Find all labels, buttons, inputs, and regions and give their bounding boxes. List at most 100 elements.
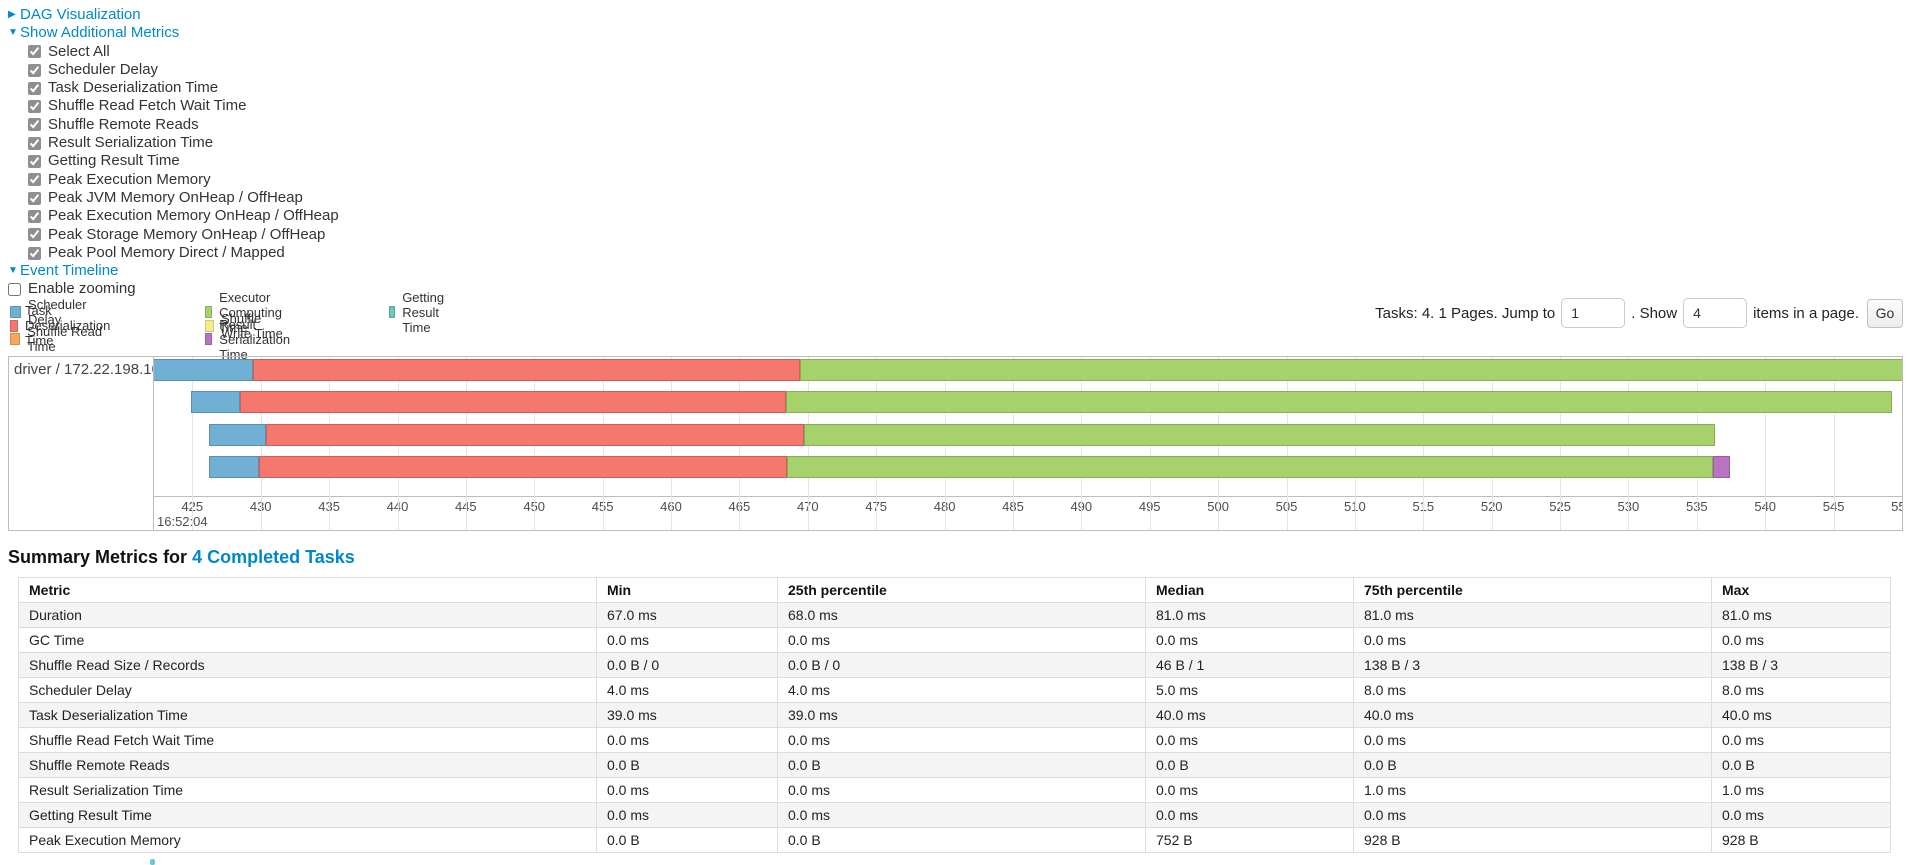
metric-name-cell: Result Serialization Time	[18, 777, 597, 803]
legend-item: Getting Result Time	[389, 290, 450, 335]
legend-label: Task Deserialization Time	[25, 303, 111, 349]
table-row: Result Serialization Time 0.0 ms 0.0 ms 0.0…	[18, 777, 1891, 803]
table-row: Task Deserialization Time 39.0 ms 39.0 ms 4…	[18, 702, 1891, 728]
completed-tasks-link[interactable]: 4 Completed Tasks	[192, 547, 355, 567]
task-bar-segment-executor_computing[interactable]	[787, 456, 1714, 479]
metric-checkbox-label: Shuffle Remote Reads	[48, 115, 199, 133]
task-bar-segment-executor_computing[interactable]	[799, 359, 1902, 381]
metric-checkbox-row[interactable]: Peak Pool Memory Direct / Mapped	[8, 244, 339, 262]
metric-name-cell: Task Deserialization Time	[18, 702, 597, 728]
table-row: Getting Result Time 0.0 ms 0.0 ms 0.0 ms 0.0…	[18, 802, 1891, 828]
task-bar-segment-result_serialization[interactable]	[1713, 456, 1730, 479]
metric-name-cell: GC Time	[18, 627, 597, 653]
items-per-page-input[interactable]	[1683, 298, 1748, 328]
metric-value-cell: 0.0 B	[1145, 752, 1354, 778]
metric-value-cell: 1.0 ms	[1711, 777, 1891, 803]
task-bar-segment-scheduler_delay[interactable]	[208, 456, 260, 479]
metric-checkbox[interactable]	[28, 209, 41, 223]
metric-value-cell: 0.0 ms	[777, 777, 1146, 803]
metric-checkbox-row[interactable]: Peak Storage Memory OnHeap / OffHeap	[8, 226, 339, 244]
task-bar-segment-scheduler_delay[interactable]	[154, 359, 253, 381]
metric-checkbox-row[interactable]: Task Deserialization Time	[8, 79, 339, 97]
metric-checkbox-list: Select All Scheduler Delay Task Deserializ…	[8, 43, 339, 263]
task-bar-segment-executor_computing[interactable]	[803, 423, 1715, 446]
metric-checkbox-row[interactable]: Peak Execution Memory OnHeap / OffHeap	[8, 207, 339, 225]
legend-item: Result Serialization Time	[205, 317, 295, 362]
dag-visualization-toggle[interactable]: ▶ DAG Visualization	[8, 6, 339, 24]
table-row: Shuffle Read Fetch Wait Time 0.0 ms 0.0 ms…	[18, 727, 1891, 753]
table-row: Duration 67.0 ms 68.0 ms 81.0 ms 81.0 ms 81.0…	[18, 602, 1891, 628]
metric-value-cell: 0.0 ms	[777, 802, 1146, 828]
metric-checkbox[interactable]	[28, 118, 41, 132]
metric-checkbox-label: Shuffle Read Fetch Wait Time	[48, 97, 247, 115]
metric-value-cell: 39.0 ms	[777, 702, 1146, 728]
legend-swatch-result_serialization	[205, 333, 213, 346]
legend-column: Executor Computing Time Shuffle Write Tim…	[205, 290, 295, 362]
timeline-plot[interactable]: 4254304354404454504554604654704754804854…	[154, 357, 1902, 530]
metric-value-cell: 138 B / 3	[1353, 652, 1712, 678]
metric-value-cell: 68.0 ms	[777, 602, 1146, 628]
metric-checkbox[interactable]	[28, 246, 41, 260]
metric-checkbox-row[interactable]: Peak JVM Memory OnHeap / OffHeap	[8, 189, 339, 207]
metric-checkbox[interactable]	[28, 136, 41, 150]
show-additional-metrics-toggle[interactable]: ▼ Show Additional Metrics	[8, 24, 339, 42]
metric-checkbox-row[interactable]: Select All	[8, 43, 339, 61]
jump-to-page-input[interactable]	[1561, 298, 1626, 328]
metric-value-cell: 67.0 ms	[596, 602, 778, 628]
show-additional-metrics-link[interactable]: Show Additional Metrics	[20, 24, 180, 42]
task-bar-segment-task_deserialization[interactable]	[240, 391, 786, 414]
metric-value-cell: 0.0 B	[596, 752, 778, 778]
event-timeline-toggle[interactable]: ▼ Event Timeline	[8, 262, 339, 280]
metric-checkbox-row[interactable]: Result Serialization Time	[8, 134, 339, 152]
legend-label: Getting Result Time	[402, 289, 445, 335]
legend-label: Shuffle Read Time	[27, 324, 103, 355]
table-row: Shuffle Remote Reads 0.0 B 0.0 B 0.0 B 0.0 B…	[18, 752, 1891, 778]
legend-label: Shuffle Write Time	[220, 310, 283, 341]
metric-value-cell: 752 B	[1145, 827, 1354, 853]
task-bar-segment-scheduler_delay[interactable]	[190, 391, 241, 414]
go-button[interactable]: Go	[1867, 298, 1903, 328]
pagination-suffix-text: items in a page.	[1753, 304, 1859, 322]
metric-checkbox[interactable]	[28, 191, 41, 205]
table-row: Scheduler Delay 4.0 ms 4.0 ms 5.0 ms 8.0 ms 8…	[18, 677, 1891, 703]
timeline-axis: 4254304354404454504554604654704754804854…	[154, 496, 1902, 530]
task-bar-segment-executor_computing[interactable]	[785, 391, 1893, 414]
metric-value-cell: 39.0 ms	[596, 702, 778, 728]
dag-visualization-link[interactable]: DAG Visualization	[20, 6, 141, 23]
metric-checkbox-row[interactable]: Scheduler Delay	[8, 61, 339, 79]
axis-major-label: 16:52:04	[157, 514, 208, 529]
metric-checkbox[interactable]	[28, 155, 41, 169]
metric-checkbox[interactable]	[28, 173, 41, 187]
enable-zooming-checkbox[interactable]	[8, 283, 21, 297]
legend-swatch-task_deserialization	[10, 319, 19, 332]
metric-checkbox[interactable]	[28, 45, 41, 59]
legend-label: Result Serialization Time	[219, 316, 291, 362]
metric-checkbox[interactable]	[28, 63, 41, 77]
metric-checkbox-row[interactable]: Peak Execution Memory	[8, 171, 339, 189]
task-bar-segment-task_deserialization[interactable]	[266, 423, 804, 446]
metric-checkbox[interactable]	[28, 228, 41, 242]
metric-value-cell: 0.0 ms	[1145, 777, 1354, 803]
metric-value-cell: 0.0 ms	[596, 627, 778, 653]
task-bar-segment-scheduler_delay[interactable]	[208, 423, 267, 446]
enable-zooming-row[interactable]: Enable zooming	[8, 280, 339, 298]
metric-checkbox-label: Peak Execution Memory OnHeap / OffHeap	[48, 207, 339, 225]
clipped-element-artifact	[150, 859, 155, 865]
enable-zooming-label: Enable zooming	[28, 280, 136, 298]
metric-checkbox[interactable]	[28, 81, 41, 95]
task-bar-segment-task_deserialization[interactable]	[252, 359, 800, 381]
metric-value-cell: 8.0 ms	[1353, 677, 1712, 703]
metric-checkbox-row[interactable]: Shuffle Remote Reads	[8, 116, 339, 134]
pagination-show-text: . Show	[1631, 304, 1678, 322]
event-timeline-link[interactable]: Event Timeline	[20, 262, 119, 280]
metric-checkbox[interactable]	[28, 100, 41, 114]
table-header-cell: Median	[1145, 577, 1354, 603]
axis-gridline	[192, 357, 194, 530]
metric-checkbox-row[interactable]: Shuffle Read Fetch Wait Time	[8, 97, 339, 115]
metric-checkbox-row[interactable]: Getting Result Time	[8, 152, 339, 170]
legend-label: Executor Computing Time	[219, 289, 282, 335]
axis-gridline	[1765, 357, 1767, 530]
legend-swatch-shuffle_write	[205, 319, 214, 332]
timeline-controls: ▶ DAG Visualization ▼ Show Additional Me…	[8, 6, 339, 299]
task-bar-segment-task_deserialization[interactable]	[259, 456, 788, 479]
